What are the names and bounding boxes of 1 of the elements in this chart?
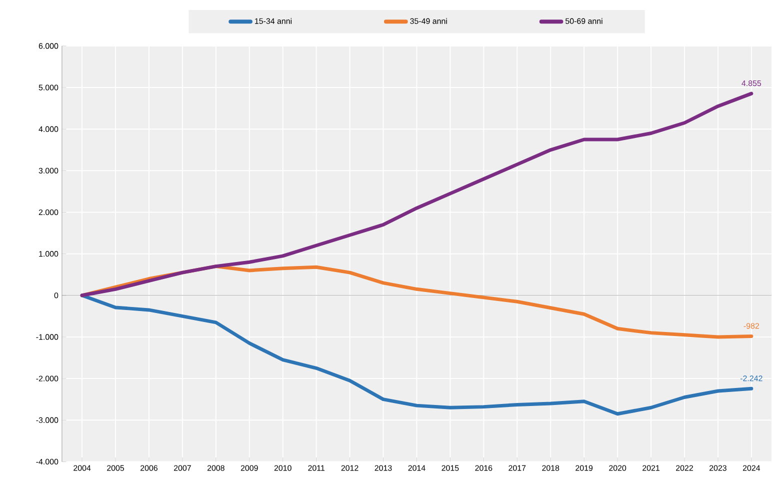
line-series xyxy=(80,92,754,298)
